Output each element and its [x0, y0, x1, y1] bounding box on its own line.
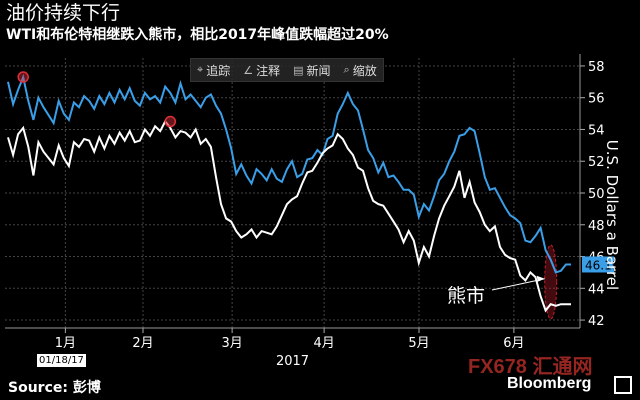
date-badge: 01/18/17 [37, 354, 86, 367]
expand-icon[interactable] [614, 376, 632, 394]
news-button[interactable]: ▤ 新闻 [287, 59, 338, 81]
y-tick-label: 58 [588, 60, 605, 75]
annotate-label: 注释 [256, 63, 281, 78]
last-value-text: 46.19 [585, 258, 619, 272]
brent-peak-marker [17, 71, 29, 83]
y-tick-label: 54 [588, 123, 605, 138]
watermark: FX678 汇通网 [468, 356, 593, 378]
bear-market-label: 熊市 [447, 285, 486, 307]
brand-logo: Bloomberg [507, 375, 592, 392]
y-tick-label: 44 [588, 282, 605, 297]
y-tick-label: 50 [588, 187, 605, 202]
x-tick-label: 4月 [313, 336, 334, 351]
y-tick-label: 52 [588, 155, 605, 170]
source-label: Source: 彭博 [8, 380, 101, 396]
crosshair-icon: ⌖ [197, 63, 204, 76]
wti-line [7, 119, 571, 313]
annotate-button[interactable]: ∠ 注释 [237, 59, 288, 81]
y-tick-label: 56 [588, 92, 605, 107]
brent-line [7, 73, 571, 274]
bear-arrow-head [536, 275, 545, 282]
x-tick-label: 3月 [221, 336, 242, 351]
last-value-badge [582, 256, 614, 273]
y-tick-label: 42 [588, 314, 605, 329]
y-tick-label: 48 [588, 219, 605, 234]
wti-peak-marker [164, 115, 177, 128]
chart-subtitle: WTI和布伦特相继跌入熊市，相比2017年峰值跌幅超过20% [6, 27, 389, 43]
x-axis-label: 2017 [276, 354, 309, 369]
x-tick-label: 6月 [503, 336, 524, 351]
news-icon: ▤ [293, 63, 304, 77]
x-tick-label: 1月 [55, 336, 76, 351]
zoom-label: 缩放 [352, 63, 377, 78]
x-tick-label: 2月 [132, 336, 153, 351]
y-axis-label: U.S. Dollars a Barrel [603, 139, 621, 291]
zoom-icon: ⌕ [343, 63, 350, 76]
chart-title: 油价持续下行 [6, 2, 121, 24]
track-label: 追踪 [206, 63, 231, 78]
x-tick-label: 5月 [408, 336, 429, 351]
zoom-button[interactable]: ⌕ 缩放 [338, 59, 383, 81]
chart-toolbar: ⌖ 追踪 ∠ 注释 ▤ 新闻 ⌕ 缩放 [190, 58, 384, 82]
bear-market-highlight [544, 244, 558, 320]
track-button[interactable]: ⌖ 追踪 [191, 59, 238, 81]
news-label: 新闻 [306, 63, 331, 78]
bear-arrow-line [491, 278, 545, 291]
pencil-icon: ∠ [243, 63, 254, 77]
